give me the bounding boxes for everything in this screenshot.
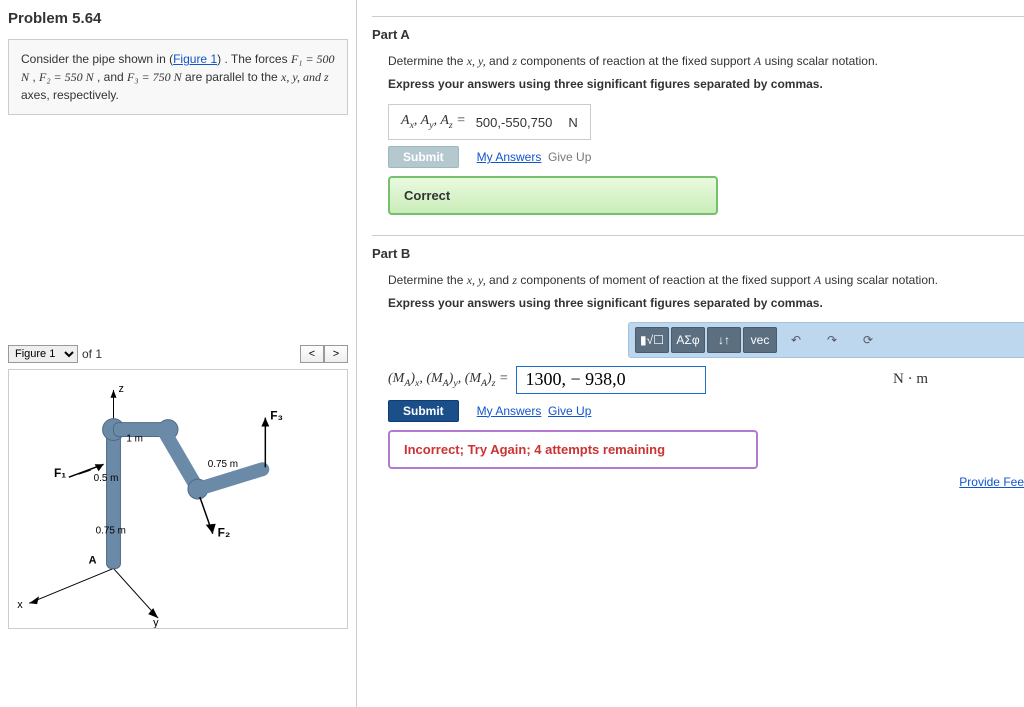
svg-text:1 m: 1 m [126, 433, 143, 444]
figure-diagram: z x y A [8, 369, 348, 629]
part-b-instruction-2: Express your answers using three signifi… [372, 294, 1024, 313]
tool-vec-button[interactable]: vec [743, 327, 777, 353]
part-a-feedback: Correct [388, 176, 718, 215]
svg-text:0.75 m: 0.75 m [96, 526, 126, 537]
part-a-unit: N [568, 115, 577, 130]
svg-text:A: A [89, 555, 97, 567]
figure-select[interactable]: Figure 1 [8, 345, 78, 363]
tool-greek-button[interactable]: ΑΣφ [671, 327, 705, 353]
figure-selector: Figure 1 of 1 < > [8, 345, 348, 363]
part-b-feedback: Incorrect; Try Again; 4 attempts remaini… [388, 430, 758, 469]
tool-template-button[interactable]: ▮√☐ [635, 327, 669, 353]
part-b-my-answers-link[interactable]: My Answers [477, 404, 542, 418]
svg-text:F₂: F₂ [218, 526, 231, 540]
figure-prev-button[interactable]: < [300, 345, 324, 363]
svg-text:y: y [153, 617, 159, 628]
part-b-answer-row: (MA)x, (MA)y, (MA)z = N · m [388, 366, 948, 394]
part-a-value: 500,-550,750 [476, 115, 553, 130]
part-b-header: Part B [372, 246, 1024, 261]
problem-title: Problem 5.64 [8, 10, 348, 27]
tool-redo-button[interactable]: ↷ [815, 327, 849, 353]
part-a-header: Part A [372, 27, 1024, 42]
tool-reset-button[interactable]: ⟳ [851, 327, 885, 353]
part-a-submit-button: Submit [388, 146, 459, 168]
part-a-instruction-1: Determine the x, y, and z components of … [372, 52, 1024, 71]
provide-feedback-link[interactable]: Provide Fee [959, 475, 1024, 489]
part-b-instruction-1: Determine the x, y, and z components of … [372, 271, 1024, 290]
part-a-my-answers-link[interactable]: My Answers [477, 150, 542, 164]
part-b-answer-input[interactable] [516, 366, 706, 394]
svg-text:F₃: F₃ [270, 409, 283, 423]
figure-next-button[interactable]: > [324, 345, 348, 363]
svg-text:x: x [17, 599, 23, 611]
part-b-submit-button[interactable]: Submit [388, 400, 459, 422]
part-a-label: Ax, Ay, Az = [401, 113, 466, 131]
problem-statement: Consider the pipe shown in (Figure 1) . … [8, 39, 348, 115]
figure-count: of 1 [82, 347, 102, 361]
part-b-give-up-link[interactable]: Give Up [548, 404, 591, 418]
figure-link[interactable]: Figure 1 [173, 52, 217, 66]
part-b-unit: N · m [893, 371, 928, 388]
part-a-instruction-2: Express your answers using three signifi… [372, 75, 1024, 94]
part-a-answer-row: Ax, Ay, Az = 500,-550,750 N [388, 104, 591, 140]
tool-undo-button[interactable]: ↶ [779, 327, 813, 353]
svg-text:0.75 m: 0.75 m [208, 459, 238, 470]
part-b-label: (MA)x, (MA)y, (MA)z = [388, 371, 508, 389]
svg-text:0.5 m: 0.5 m [94, 473, 119, 484]
part-a-give-up: Give Up [548, 150, 591, 164]
svg-text:z: z [118, 383, 123, 395]
equation-toolbar: ▮√☐ ΑΣφ ↓↑ vec ↶ ↷ ⟳ ⌨ ? [628, 322, 1024, 358]
svg-text:F₁: F₁ [54, 466, 66, 480]
tool-subscript-button[interactable]: ↓↑ [707, 327, 741, 353]
